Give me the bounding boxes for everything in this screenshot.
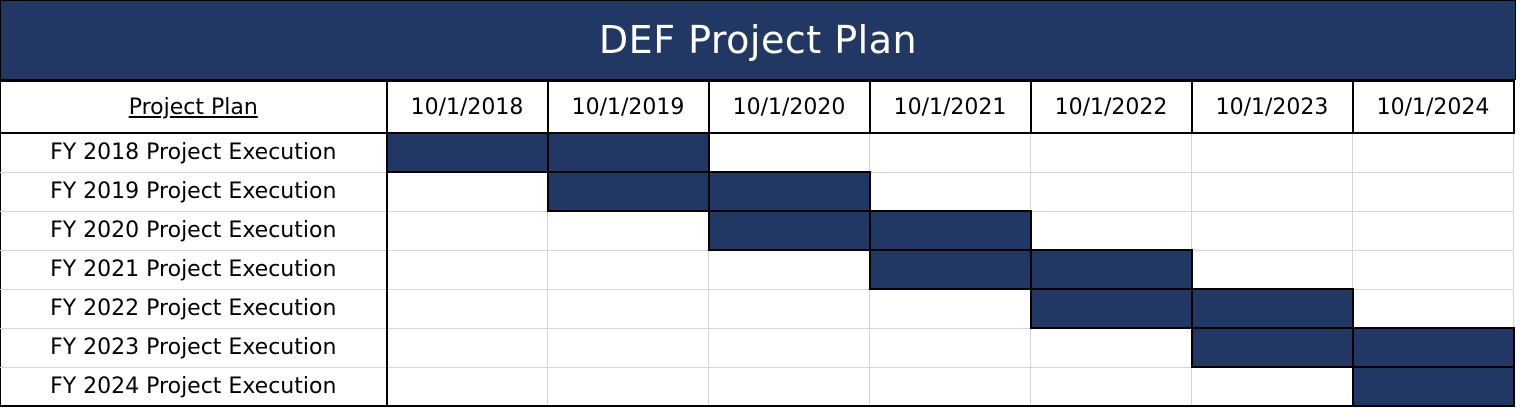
header-row: Project Plan 10/1/2018 10/1/2019 10/1/2020… [0, 80, 1515, 134]
gantt-bar-cell [385, 132, 549, 173]
timeline-cell [708, 366, 870, 407]
task-label: FY 2021 Project Execution [0, 249, 388, 290]
title-banner: DEF Project Plan [0, 0, 1516, 80]
gantt-bar-cell [1351, 327, 1515, 368]
timeline-cell [1352, 132, 1514, 173]
task-label: FY 2023 Project Execution [0, 327, 388, 368]
timeline-cell [869, 327, 1031, 368]
gantt-bar-cell [707, 210, 871, 251]
date-column-header: 10/1/2023 [1190, 80, 1354, 134]
timeline-cell [708, 327, 870, 368]
timeline-cell [547, 366, 709, 407]
task-row: FY 2022 Project Execution [0, 288, 1514, 329]
timeline-cell [1352, 210, 1514, 251]
timeline-cell [547, 249, 709, 290]
gantt-bar-cell [1190, 288, 1354, 329]
timeline-cell [386, 366, 548, 407]
timeline-cell [1030, 327, 1192, 368]
timeline-cell [869, 132, 1031, 173]
date-column-header: 10/1/2022 [1029, 80, 1193, 134]
timeline-cell [1191, 210, 1353, 251]
task-label: FY 2019 Project Execution [0, 171, 388, 212]
task-list: FY 2018 Project Execution FY 2019 Project… [0, 132, 1515, 407]
timeline-cell [1191, 132, 1353, 173]
timeline-cell [1030, 366, 1192, 407]
task-row: FY 2018 Project Execution [0, 132, 1514, 173]
task-label: FY 2020 Project Execution [0, 210, 388, 251]
timeline-cell [869, 171, 1031, 212]
timeline-cell [869, 366, 1031, 407]
task-label: FY 2022 Project Execution [0, 288, 388, 329]
timeline-cell [386, 288, 548, 329]
page-title: DEF Project Plan [598, 18, 918, 62]
timeline-cell [547, 327, 709, 368]
task-row: FY 2024 Project Execution [0, 366, 1515, 407]
timeline-cell [386, 171, 548, 212]
gantt-table: Project Plan 10/1/2018 10/1/2019 10/1/2020… [0, 80, 1515, 407]
date-column-header: 10/1/2020 [707, 80, 871, 134]
timeline-cell [547, 288, 709, 329]
gantt-bar-cell [1190, 327, 1354, 368]
gantt-bar-cell [546, 132, 710, 173]
timeline-cell [708, 288, 870, 329]
timeline-cell [869, 288, 1031, 329]
timeline-cell [1030, 210, 1192, 251]
gantt-bar-cell [1351, 366, 1515, 407]
date-column-header: 10/1/2019 [546, 80, 710, 134]
task-row: FY 2020 Project Execution [0, 210, 1514, 251]
gantt-bar-cell [1029, 288, 1193, 329]
timeline-cell [708, 132, 870, 173]
date-column-header: 10/1/2024 [1351, 80, 1515, 134]
task-label: FY 2018 Project Execution [0, 132, 388, 173]
gantt-bar-cell [1029, 249, 1193, 290]
timeline-cell [1352, 171, 1514, 212]
timeline-cell [386, 327, 548, 368]
project-plan-header: Project Plan [0, 80, 388, 134]
task-row: FY 2023 Project Execution [0, 327, 1515, 368]
task-row: FY 2021 Project Execution [0, 249, 1514, 290]
timeline-cell [547, 210, 709, 251]
date-column-header: 10/1/2018 [385, 80, 549, 134]
task-label: FY 2024 Project Execution [0, 366, 388, 407]
gantt-bar-cell [868, 249, 1032, 290]
gantt-bar-cell [868, 210, 1032, 251]
gantt-bar-cell [707, 171, 871, 212]
timeline-cell [1191, 366, 1353, 407]
timeline-cell [1352, 249, 1514, 290]
date-column-header: 10/1/2021 [868, 80, 1032, 134]
timeline-cell [386, 210, 548, 251]
gantt-bar-cell [546, 171, 710, 212]
timeline-cell [1352, 288, 1514, 329]
task-row: FY 2019 Project Execution [0, 171, 1514, 212]
timeline-cell [1191, 171, 1353, 212]
timeline-cell [386, 249, 548, 290]
timeline-cell [1191, 249, 1353, 290]
timeline-cell [708, 249, 870, 290]
timeline-cell [1030, 171, 1192, 212]
timeline-cell [1030, 132, 1192, 173]
